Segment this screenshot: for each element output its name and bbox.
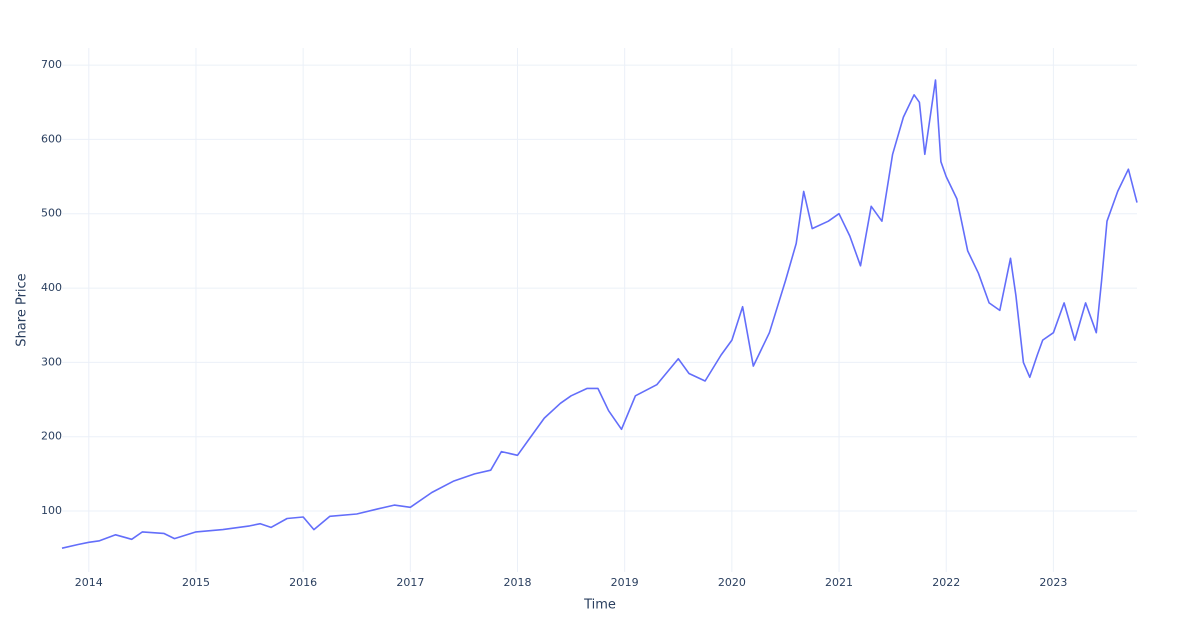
x-tick-label: 2023 xyxy=(1039,576,1067,589)
x-tick-label: 2019 xyxy=(611,576,639,589)
y-tick-label: 100 xyxy=(41,504,62,517)
x-axis-title: Time xyxy=(583,598,616,613)
x-tick-label: 2014 xyxy=(75,576,103,589)
y-tick-label: 600 xyxy=(41,132,62,145)
x-tick-label: 2020 xyxy=(718,576,746,589)
y-tick-label: 400 xyxy=(41,281,62,294)
x-tick-label: 2022 xyxy=(932,576,960,589)
y-axis-title: Share Price xyxy=(15,273,30,346)
price-line xyxy=(61,79,1138,549)
y-tick-label: 500 xyxy=(41,207,62,220)
y-tick-label: 200 xyxy=(41,430,62,443)
x-tick-label: 2015 xyxy=(182,576,210,589)
y-tick-label: 300 xyxy=(41,355,62,368)
x-tick-label: 2017 xyxy=(396,576,424,589)
x-tick-label: 2016 xyxy=(289,576,317,589)
y-tick-label: 700 xyxy=(41,58,62,71)
x-tick-label: 2018 xyxy=(504,576,532,589)
x-tick-label: 2021 xyxy=(825,576,853,589)
